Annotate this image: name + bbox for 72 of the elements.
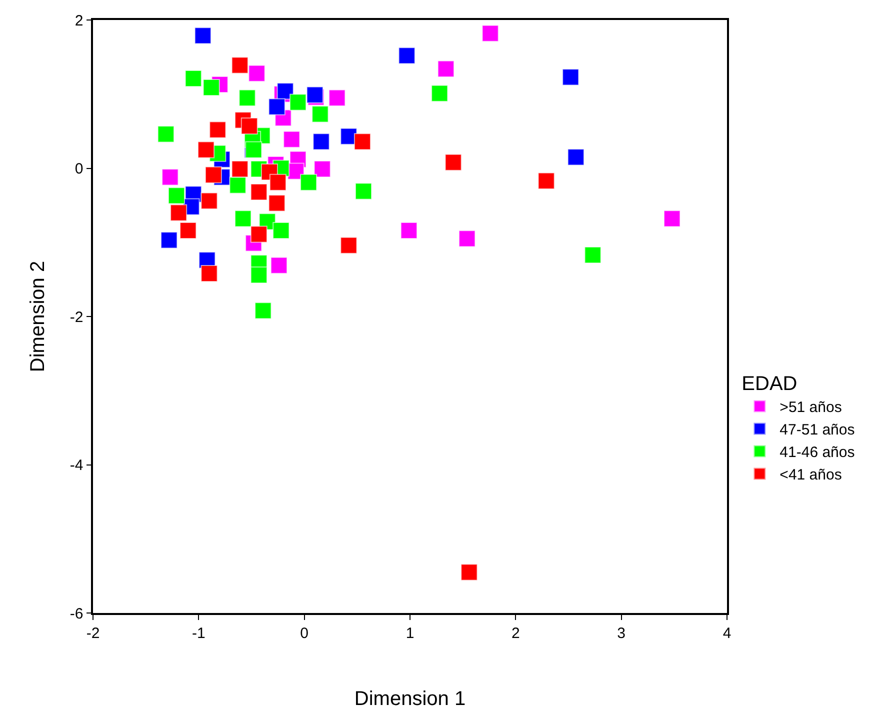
- legend-title: EDAD: [742, 372, 798, 395]
- point: [269, 174, 286, 191]
- point: [272, 222, 290, 240]
- point: [162, 168, 179, 186]
- point: [240, 118, 258, 134]
- point: [231, 56, 248, 74]
- point: [584, 246, 602, 264]
- y-tick-label: 0: [74, 160, 84, 178]
- point: [355, 182, 372, 200]
- point: [157, 126, 174, 143]
- point: [229, 176, 246, 194]
- point: [202, 78, 220, 96]
- point: [268, 194, 286, 212]
- x-tick-label: -1: [192, 624, 206, 642]
- point: [204, 166, 222, 184]
- legend-label: 47-51 años: [780, 422, 855, 439]
- point: [250, 226, 268, 243]
- x-tick-label: 3: [617, 624, 626, 642]
- y-tick-label: -6: [70, 605, 84, 622]
- point: [250, 266, 268, 284]
- x-tick-label: 1: [406, 624, 414, 642]
- legend-label: >51 años: [780, 399, 842, 416]
- point: [312, 133, 330, 150]
- point: [200, 192, 218, 210]
- point: [300, 174, 318, 191]
- point: [194, 27, 212, 44]
- y-tick-label: -2: [70, 308, 84, 326]
- point: [250, 183, 268, 200]
- point: [209, 121, 226, 138]
- point: [458, 230, 476, 248]
- x-tick-label: -2: [86, 624, 100, 642]
- point: [567, 148, 584, 166]
- y-axis-title: Dimension 2: [26, 260, 49, 372]
- point: [238, 89, 256, 106]
- point: [444, 154, 462, 171]
- point: [431, 84, 448, 102]
- x-tick-label: 4: [722, 624, 732, 642]
- x-tick-label: 0: [300, 624, 308, 642]
- legend-label: 41-46 años: [780, 444, 855, 462]
- point: [248, 64, 266, 82]
- point: [328, 89, 346, 106]
- point: [314, 160, 331, 178]
- point: [538, 172, 555, 190]
- legend-label: <41 años: [780, 466, 842, 484]
- point: [289, 94, 306, 111]
- point: [184, 70, 202, 88]
- point: [482, 24, 499, 42]
- point: [234, 210, 252, 228]
- point: [180, 222, 197, 240]
- point: [340, 236, 358, 254]
- point: [664, 210, 681, 228]
- point: [283, 130, 300, 148]
- point: [562, 68, 580, 86]
- point: [200, 265, 218, 282]
- point: [354, 133, 371, 150]
- x-tick-label: 2: [512, 624, 520, 642]
- point: [460, 564, 478, 581]
- y-tick-label: -4: [70, 457, 84, 474]
- y-tick-label: 2: [74, 12, 84, 30]
- point: [437, 60, 454, 78]
- x-axis-title: Dimension 1: [354, 688, 466, 710]
- point: [160, 232, 178, 249]
- point: [268, 98, 286, 116]
- point: [312, 106, 329, 123]
- point: [168, 187, 185, 204]
- point: [198, 141, 215, 158]
- point: [170, 204, 188, 222]
- point: [400, 222, 418, 240]
- point: [398, 47, 416, 64]
- point: [254, 302, 272, 320]
- point: [270, 256, 288, 274]
- point: [231, 160, 248, 178]
